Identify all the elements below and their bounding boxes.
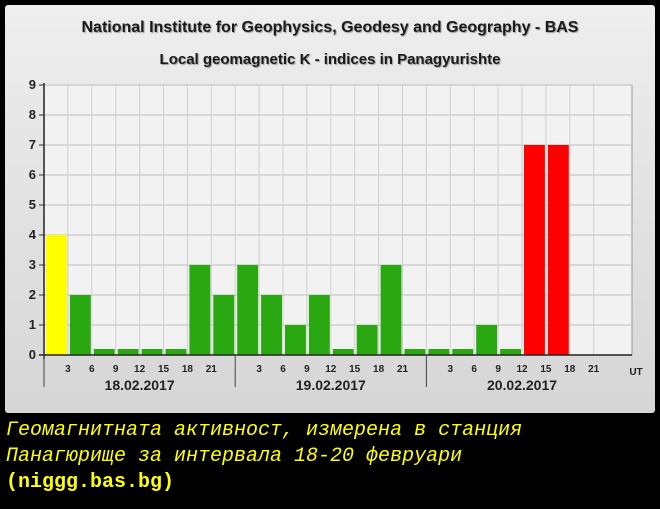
k-index-bar bbox=[332, 349, 354, 355]
k-index-bar bbox=[524, 145, 545, 355]
y-tick-label: 3 bbox=[29, 257, 36, 272]
chart-subtitle: Local geomagnetic K - indices in Panagyu… bbox=[159, 51, 501, 68]
chart-header-title: National Institute for Geophysics, Geode… bbox=[81, 19, 579, 36]
k-index-bar bbox=[428, 349, 450, 355]
x-tick-label: 6 bbox=[280, 364, 286, 375]
y-tick-label: 0 bbox=[29, 347, 36, 362]
x-unit-label: UT bbox=[629, 367, 642, 378]
y-tick-label: 4 bbox=[29, 227, 37, 242]
k-index-bar bbox=[237, 265, 259, 355]
x-tick-label: 9 bbox=[113, 364, 119, 375]
x-tick-label: 15 bbox=[158, 364, 170, 375]
x-tick-label: 9 bbox=[304, 364, 310, 375]
day-label: 20.02.2017 bbox=[487, 377, 557, 393]
k-index-bar bbox=[46, 235, 67, 355]
k-index-bar bbox=[380, 265, 402, 355]
k-index-bar bbox=[476, 325, 498, 355]
k-index-bar bbox=[165, 349, 187, 355]
k-index-bar bbox=[500, 349, 521, 355]
x-tick-label: 21 bbox=[588, 364, 600, 375]
k-index-bar bbox=[261, 295, 282, 355]
x-tick-label: 21 bbox=[206, 364, 218, 375]
x-tick-label: 3 bbox=[256, 364, 262, 375]
caption: Геомагнитната активност, измерена в стан… bbox=[6, 418, 656, 496]
y-tick-label: 8 bbox=[29, 107, 36, 122]
caption-source: (niggg.bas.bg) bbox=[6, 471, 175, 494]
k-index-bar bbox=[285, 325, 306, 355]
x-tick-label: 15 bbox=[540, 364, 552, 375]
x-tick-label: 9 bbox=[495, 364, 501, 375]
day-label: 18.02.2017 bbox=[105, 377, 175, 393]
chart-panel: National Institute for Geophysics, Geode… bbox=[5, 5, 655, 413]
x-tick-label: 6 bbox=[89, 364, 95, 375]
day-label: 19.02.2017 bbox=[296, 377, 366, 393]
x-tick-label: 18 bbox=[373, 364, 385, 375]
x-tick-label: 21 bbox=[397, 364, 409, 375]
x-tick-label: 18 bbox=[564, 364, 576, 375]
k-index-bar bbox=[117, 349, 139, 355]
y-tick-label: 1 bbox=[29, 317, 36, 332]
k-index-bar bbox=[189, 265, 211, 355]
k-index-bar bbox=[141, 349, 163, 355]
x-tick-label: 15 bbox=[349, 364, 361, 375]
x-tick-label: 6 bbox=[471, 364, 477, 375]
x-tick-label: 12 bbox=[325, 364, 337, 375]
k-index-bar bbox=[213, 295, 235, 355]
k-index-bar bbox=[69, 295, 91, 355]
k-index-bar bbox=[404, 349, 426, 355]
k-index-bar bbox=[547, 145, 569, 355]
y-tick-label: 7 bbox=[29, 137, 36, 152]
y-tick-label: 9 bbox=[29, 77, 36, 92]
y-tick-label: 2 bbox=[29, 287, 36, 302]
x-tick-label: 12 bbox=[134, 364, 146, 375]
x-tick-label: 3 bbox=[448, 364, 454, 375]
x-tick-label: 18 bbox=[182, 364, 194, 375]
y-tick-label: 5 bbox=[29, 197, 36, 212]
k-index-bar bbox=[93, 349, 115, 355]
y-tick-label: 6 bbox=[29, 167, 36, 182]
x-tick-label: 12 bbox=[516, 364, 528, 375]
caption-line-1: Геомагнитната активност, измерена в стан… bbox=[6, 419, 523, 442]
k-index-bar bbox=[452, 349, 474, 355]
caption-line-2: Панагюрище за интервала 18-20 февруари bbox=[6, 445, 463, 468]
k-index-bar bbox=[308, 295, 330, 355]
x-tick-label: 3 bbox=[65, 364, 71, 375]
k-index-bar bbox=[356, 325, 378, 355]
